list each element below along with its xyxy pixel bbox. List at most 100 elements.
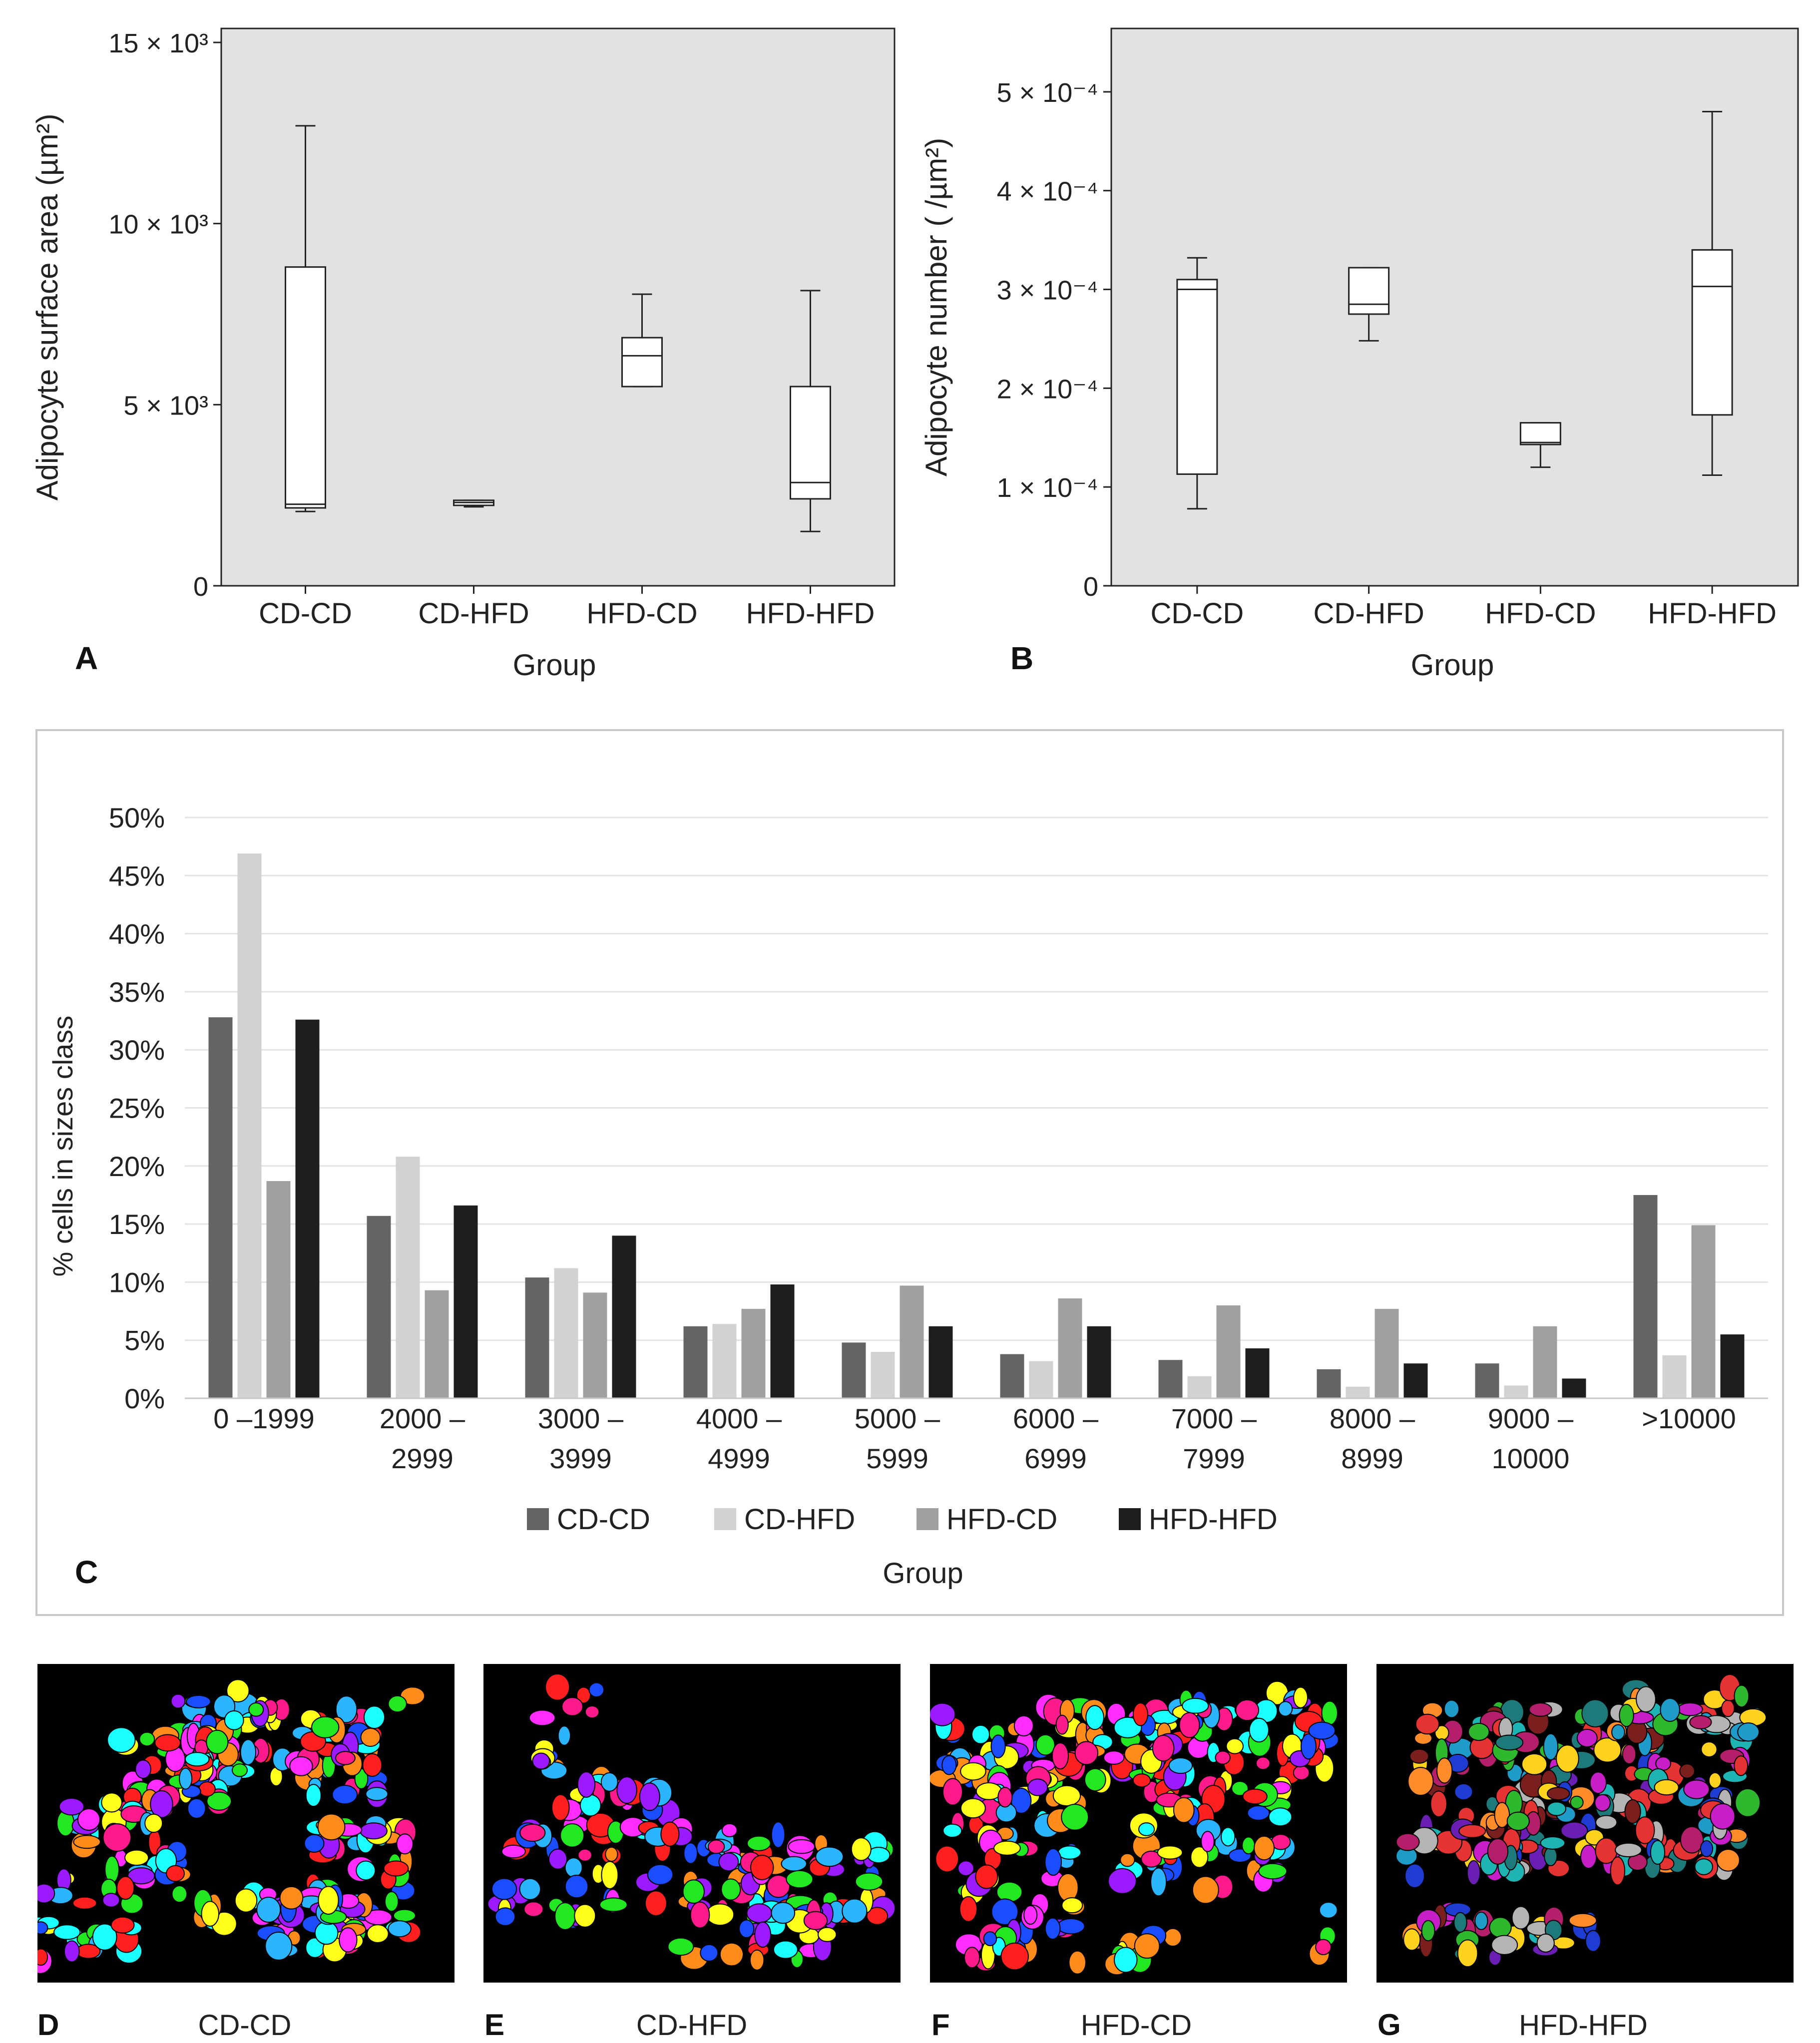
cell-blob [116, 1876, 135, 1900]
cell-blob [1680, 1826, 1704, 1854]
panel-f-image: F HFD-CD [930, 1664, 1347, 2042]
cell-blob [548, 1848, 568, 1870]
cell-blob [1108, 1868, 1137, 1894]
cell-blob [1052, 1785, 1081, 1807]
cell-blob [248, 1702, 264, 1717]
cell-blob [1622, 1744, 1637, 1764]
x-tick-label: 3000 – [538, 1403, 624, 1434]
bar-cd-cd [208, 1017, 233, 1398]
bar-hfd-cd [1058, 1298, 1082, 1398]
cell-blob [1293, 1686, 1308, 1708]
cell-blob [37, 1921, 48, 1935]
cell-blob [1521, 1753, 1548, 1775]
cell-blob [1120, 1853, 1135, 1867]
cell-blob [1061, 1897, 1083, 1914]
cell-blob [289, 1756, 313, 1776]
y-tick-label: 20% [109, 1151, 165, 1182]
cell-blob [1319, 1902, 1338, 1919]
cell-blob [360, 1822, 388, 1840]
cell-blob [393, 1909, 416, 1922]
cell-blob [855, 1872, 884, 1891]
cell-blob [1421, 1920, 1435, 1942]
bar-hfd-cd [1691, 1225, 1716, 1398]
bar-cd-cd [1317, 1369, 1341, 1398]
cell-blob [577, 1848, 592, 1862]
cell-blob [186, 1694, 211, 1708]
panel-a-boxes [285, 125, 831, 532]
y-tick-label: 3 × 10⁻⁴ [997, 276, 1098, 306]
cell-blob [388, 1920, 412, 1938]
legend-swatch [714, 1508, 736, 1530]
y-tick-label: 35% [109, 976, 165, 1008]
cell-blob [1409, 1748, 1429, 1764]
x-tick-label: HFD-HFD [1648, 597, 1777, 630]
cell-blob [1660, 1697, 1680, 1722]
panel-a-plot-area [220, 27, 896, 587]
cell-blob [1134, 1933, 1160, 1959]
bar-hfd-cd [900, 1285, 924, 1398]
y-tick-label: 5 × 10⁻⁴ [997, 78, 1098, 108]
cell-blob [363, 1705, 386, 1729]
cell-blob [815, 1846, 844, 1867]
y-tick-label: 4 × 10⁻⁴ [997, 177, 1098, 207]
cell-blob [528, 1709, 556, 1726]
cell-blob [37, 1883, 55, 1904]
cell-blob [579, 1794, 601, 1817]
cell-blob [1568, 1913, 1597, 1928]
x-tick-label: 6999 [1024, 1443, 1087, 1474]
cell-blob [1595, 1815, 1618, 1830]
segmentation-images: D CD-CD E CD-HFD F HFD-CD G HFD-HFD [37, 1664, 1794, 2042]
cell-blob [600, 1772, 618, 1792]
cell-blob [1051, 1742, 1069, 1770]
cell-blob [1249, 1717, 1270, 1743]
cell-blob [1258, 1863, 1288, 1880]
x-tick-label: 7999 [1183, 1443, 1245, 1474]
cell-blob [960, 1798, 986, 1819]
box-iqr [1519, 422, 1561, 445]
cell-blob [1540, 1836, 1566, 1850]
cell-blob [1254, 1835, 1275, 1861]
bar-hfd-cd [1216, 1305, 1241, 1398]
x-tick-label: 5000 – [855, 1403, 940, 1434]
cell-blob [1182, 1697, 1209, 1714]
bar-cd-cd [1158, 1360, 1183, 1398]
cell-blob [1226, 1738, 1244, 1754]
panel-a-letter: A [75, 640, 98, 676]
cell-blob [1443, 1699, 1460, 1718]
cell-blob [601, 1861, 619, 1889]
cell-blob [1113, 1947, 1138, 1973]
cell-blob [1395, 1833, 1420, 1851]
x-tick-label: CD-HFD [418, 597, 529, 630]
x-tick-label: 6000 – [1013, 1403, 1099, 1434]
y-tick-label: 10 × 10³ [108, 210, 208, 240]
cell-blob [139, 1731, 155, 1747]
image-caption: CD-CD [198, 2009, 292, 2042]
cell-blob [817, 1927, 837, 1942]
cell-blob [577, 1771, 596, 1798]
cell-blob [1415, 1713, 1440, 1735]
x-tick-label: 2000 – [380, 1403, 465, 1434]
cell-blob [1677, 1702, 1703, 1716]
cell-blob [72, 1896, 97, 1910]
cell-blob [226, 1679, 250, 1702]
panel-c: 0% 5% 10% 15% 20% 25% 30% 35% 40% 45% 50% 0 –1999 2… [35, 729, 1784, 1616]
bar-hfd-hfd [295, 1019, 320, 1398]
box-iqr [621, 337, 663, 388]
bar-hfd-hfd [1087, 1326, 1111, 1398]
cell-blob [935, 1845, 959, 1873]
x-tick-label: 9000 – [1488, 1403, 1574, 1434]
bar-cd-hfd [1346, 1386, 1370, 1398]
cell-blob [127, 1867, 155, 1885]
cell-blob [1023, 1905, 1038, 1925]
panel-b-y-axis: 0 1 × 10⁻⁴ 2 × 10⁻⁴ 3 × 10⁻⁴ 4 × 10⁻⁴ 5 × 10⁻… [997, 78, 1111, 602]
legend-label: HFD-HFD [1149, 1503, 1278, 1536]
bar-cd-hfd [237, 853, 262, 1398]
cell-blob [1190, 1846, 1209, 1868]
cell-blob [739, 1919, 755, 1939]
bar-cd-hfd [1187, 1376, 1212, 1398]
cell-blob [803, 1911, 828, 1930]
bar-hfd-hfd [1562, 1378, 1586, 1398]
cell-blob [561, 1697, 583, 1716]
x-tick-label: HFD-CD [586, 597, 697, 630]
cell-blob [198, 1781, 216, 1797]
